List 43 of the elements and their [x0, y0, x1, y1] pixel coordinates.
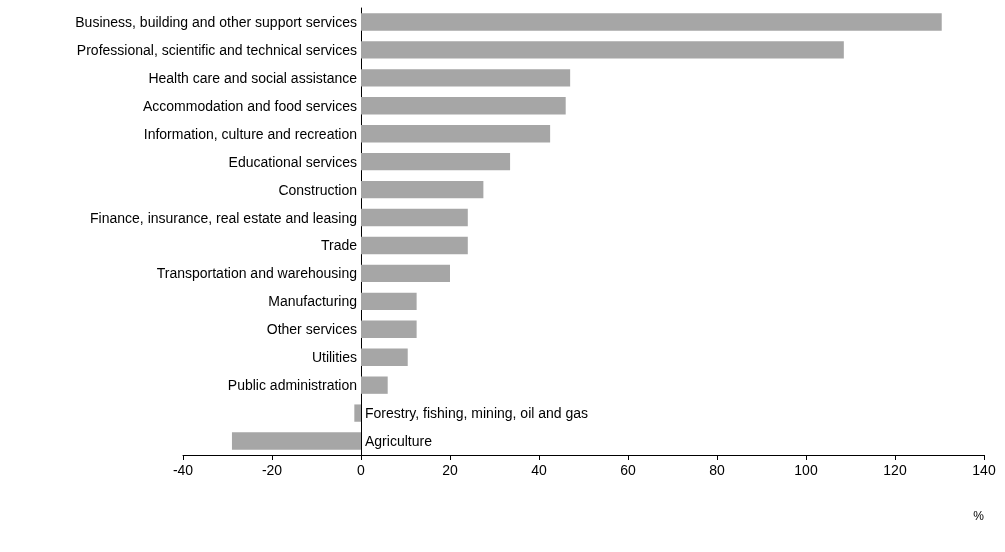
bar [361, 180, 484, 199]
y-tick-label: Business, building and other support services [75, 13, 357, 30]
bar [361, 292, 417, 310]
bar [361, 264, 450, 283]
y-tick-label: Other services [266, 321, 357, 338]
bar [231, 432, 361, 450]
x-tick-label: 20 [442, 462, 458, 478]
y-tick-label: Construction [278, 181, 357, 198]
y-tick-label: Health care and social assistance [148, 69, 358, 86]
y-tick-label: Transportation and warehousing [156, 265, 357, 282]
x-tick-label: 140 [972, 462, 996, 478]
bar [361, 97, 566, 115]
x-tick-label: 40 [531, 462, 547, 478]
y-tick-label: Accommodation and food services [143, 97, 357, 114]
bar [361, 13, 942, 31]
y-tick-label: Educational services [228, 153, 357, 170]
x-tick-label: 0 [357, 462, 366, 478]
x-tick-label: -40 [172, 462, 194, 478]
bar [361, 153, 511, 171]
bar [361, 125, 551, 143]
y-tick-label: Trade [320, 237, 358, 254]
y-tick-label: Utilities [311, 349, 357, 366]
x-axis-title: % [973, 509, 985, 523]
bar [361, 208, 468, 227]
y-tick-label: Forestry, fishing, mining, oil and gas [365, 405, 589, 422]
y-tick-label: Agriculture [365, 433, 433, 450]
bar [361, 376, 388, 394]
y-tick-label: Professional, scientific and technical services [76, 41, 357, 58]
x-tick-label: 80 [709, 462, 725, 478]
y-tick-label: Information, culture and recreation [143, 125, 357, 142]
x-tick-label: 60 [620, 462, 636, 478]
bar [361, 236, 468, 255]
y-tick-label: Public administration [227, 377, 357, 394]
bar [361, 348, 408, 366]
y-tick-label: Finance, insurance, real estate and leasing [90, 209, 357, 226]
x-tick-label: -20 [261, 462, 283, 478]
y-tick-label: Manufacturing [268, 293, 357, 310]
x-tick-label: 100 [794, 462, 818, 478]
bar [354, 404, 361, 422]
bar [361, 41, 844, 59]
x-tick-label: 120 [883, 462, 907, 478]
bar [361, 69, 571, 87]
bar [361, 320, 417, 338]
